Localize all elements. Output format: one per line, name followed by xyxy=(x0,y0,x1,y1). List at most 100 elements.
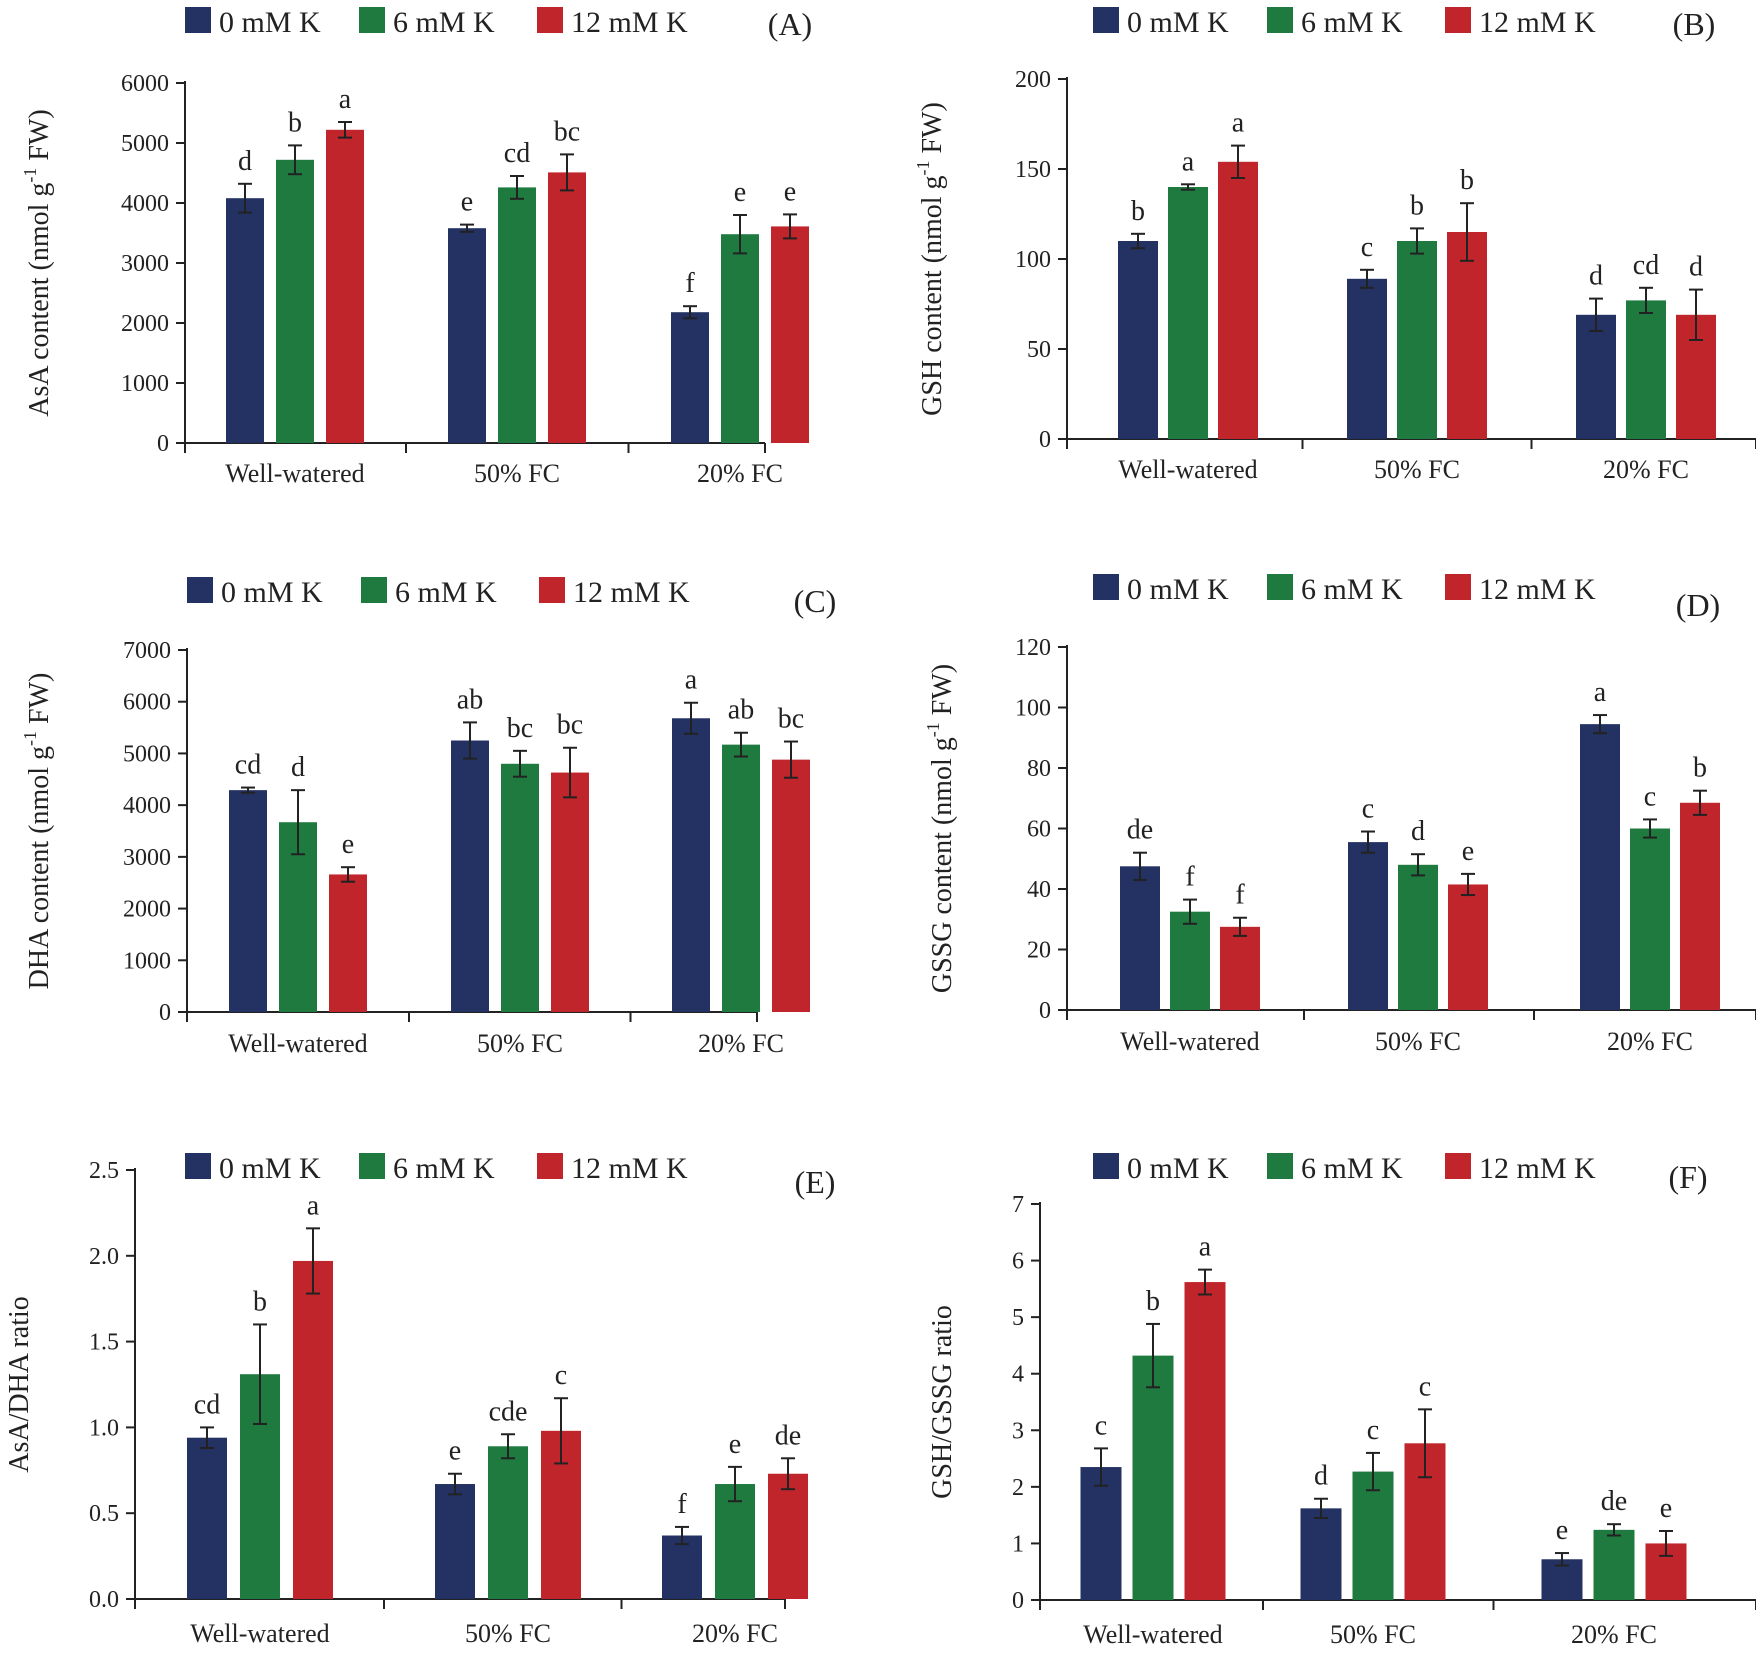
significance-letter-b-0-1: a xyxy=(1182,146,1195,177)
y-tick-label-f-1: 1 xyxy=(1012,1531,1024,1557)
bar-d-1-2 xyxy=(1448,884,1488,1010)
bar-f-1-0 xyxy=(1300,1508,1342,1600)
significance-letter-a-1-2: bc xyxy=(554,116,580,147)
x-tick-label-c-0: Well-watered xyxy=(228,1029,367,1058)
bar-d-2-0 xyxy=(1580,724,1620,1010)
y-tick-label-b-2: 100 xyxy=(1015,247,1051,273)
bar-c-1-1 xyxy=(501,763,539,1012)
x-tick-label-d-1: 50% FC xyxy=(1375,1027,1461,1056)
y-tick-label-c-3: 3000 xyxy=(123,845,171,871)
legend-swatch-d-2 xyxy=(1445,574,1471,600)
significance-letter-c-2-1: ab xyxy=(728,695,754,726)
bar-a-1-2 xyxy=(548,172,586,443)
significance-letter-f-2-2: e xyxy=(1660,1493,1672,1524)
y-axis-title-a: AsA content (nmol g-1 FW) xyxy=(20,109,55,416)
significance-letter-f-1-1: c xyxy=(1367,1415,1379,1446)
legend-swatch-c-2 xyxy=(539,577,565,603)
legend-label-e-1: 6 mM K xyxy=(393,1152,495,1185)
x-tick-label-f-1: 50% FC xyxy=(1330,1620,1416,1649)
significance-letter-d-0-1: f xyxy=(1185,862,1195,893)
y-tick-label-e-5: 2.5 xyxy=(89,1158,119,1184)
bar-e-0-0 xyxy=(187,1437,227,1599)
significance-letter-a-0-2: a xyxy=(339,84,352,115)
bar-b-1-1 xyxy=(1397,241,1437,439)
bar-a-1-0 xyxy=(448,228,486,443)
bar-c-2-1 xyxy=(722,744,760,1012)
significance-letter-a-2-1: e xyxy=(734,177,746,208)
y-tick-label-a-2: 2000 xyxy=(121,311,169,337)
y-tick-label-d-2: 40 xyxy=(1027,877,1051,903)
legend-label-d-1: 6 mM K xyxy=(1301,573,1403,606)
x-tick-label-b-0: Well-watered xyxy=(1118,455,1257,484)
bar-b-2-0 xyxy=(1576,314,1616,439)
chart-panel-d: 0 mM K 6 mM K 12 mM K (D) 0 20 40 60 80 100 120 Wel… xyxy=(923,573,1756,1056)
significance-letter-a-2-2: e xyxy=(784,176,796,207)
significance-letter-c-1-2: bc xyxy=(557,710,583,741)
x-tick-label-a-1: 50% FC xyxy=(474,459,560,488)
bar-a-2-0 xyxy=(671,312,709,443)
y-tick-label-f-3: 3 xyxy=(1012,1418,1024,1444)
bar-a-0-0 xyxy=(226,198,264,443)
legend-label-b-2: 12 mM K xyxy=(1479,6,1596,39)
significance-letter-a-1-1: cd xyxy=(504,138,530,169)
legend-swatch-e-2 xyxy=(537,1153,563,1179)
significance-letter-d-1-0: c xyxy=(1362,794,1374,825)
y-tick-label-d-0: 0 xyxy=(1039,998,1051,1024)
bar-c-0-0 xyxy=(229,790,267,1012)
legend-label-b-1: 6 mM K xyxy=(1301,6,1403,39)
x-tick-label-a-2: 20% FC xyxy=(697,459,783,488)
legend-label-c-0: 0 mM K xyxy=(221,576,323,609)
panel-label-e: (E) xyxy=(795,1164,836,1200)
y-axis-title-b: GSH content (nmol g-1 FW) xyxy=(913,102,948,416)
legend-label-e-2: 12 mM K xyxy=(571,1152,688,1185)
legend-swatch-f-0 xyxy=(1093,1153,1119,1179)
bar-a-2-1 xyxy=(721,234,759,443)
significance-letter-d-2-1: c xyxy=(1644,781,1656,812)
legend-swatch-e-0 xyxy=(185,1153,211,1179)
legend-label-d-2: 12 mM K xyxy=(1479,573,1596,606)
x-tick-label-c-2: 20% FC xyxy=(698,1029,784,1058)
significance-letter-e-1-1: cde xyxy=(489,1396,528,1427)
legend-swatch-c-0 xyxy=(187,577,213,603)
y-tick-label-f-7: 7 xyxy=(1012,1192,1024,1218)
bar-b-0-2 xyxy=(1218,161,1258,440)
significance-letter-a-0-1: b xyxy=(288,107,302,138)
y-tick-label-a-6: 6000 xyxy=(121,71,169,97)
significance-letter-b-2-0: d xyxy=(1589,261,1603,292)
y-tick-label-a-4: 4000 xyxy=(121,191,169,217)
y-tick-label-d-4: 80 xyxy=(1027,756,1051,782)
legend-swatch-a-2 xyxy=(537,7,563,33)
significance-letter-d-1-2: e xyxy=(1462,836,1474,867)
y-axis-title-e: AsA/DHA ratio xyxy=(4,1296,35,1473)
significance-letter-c-2-2: bc xyxy=(778,704,804,735)
y-tick-label-f-5: 5 xyxy=(1012,1305,1024,1331)
bar-e-1-1 xyxy=(488,1446,528,1599)
bar-f-0-2 xyxy=(1184,1282,1226,1600)
bar-f-0-0 xyxy=(1080,1467,1122,1600)
bar-c-0-2 xyxy=(329,874,367,1012)
significance-letter-c-2-0: a xyxy=(685,665,698,696)
significance-letter-c-1-0: ab xyxy=(457,684,483,715)
bar-a-2-2 xyxy=(771,226,809,443)
significance-letter-c-0-2: e xyxy=(342,829,354,860)
y-tick-label-b-0: 0 xyxy=(1039,427,1051,453)
legend-swatch-a-1 xyxy=(359,7,385,33)
y-tick-label-f-0: 0 xyxy=(1012,1588,1024,1614)
significance-letter-b-1-2: b xyxy=(1460,165,1474,196)
bar-d-0-2 xyxy=(1220,926,1260,1010)
y-tick-label-c-6: 6000 xyxy=(123,690,171,716)
x-tick-label-f-0: Well-watered xyxy=(1083,1620,1222,1649)
y-tick-label-c-7: 7000 xyxy=(123,638,171,664)
y-tick-label-e-3: 1.5 xyxy=(89,1330,119,1356)
y-tick-label-c-5: 5000 xyxy=(123,741,171,767)
significance-letter-f-2-0: e xyxy=(1556,1515,1568,1546)
bar-d-0-1 xyxy=(1170,911,1210,1010)
significance-letter-d-2-0: a xyxy=(1594,677,1607,708)
y-tick-label-f-6: 6 xyxy=(1012,1249,1024,1275)
y-axis-title-c: DHA content (nmol g-1 FW) xyxy=(20,673,55,990)
legend-label-f-0: 0 mM K xyxy=(1127,1152,1229,1185)
bar-c-2-2 xyxy=(772,759,810,1012)
bar-b-2-1 xyxy=(1626,300,1666,439)
bar-c-1-2 xyxy=(551,772,589,1012)
